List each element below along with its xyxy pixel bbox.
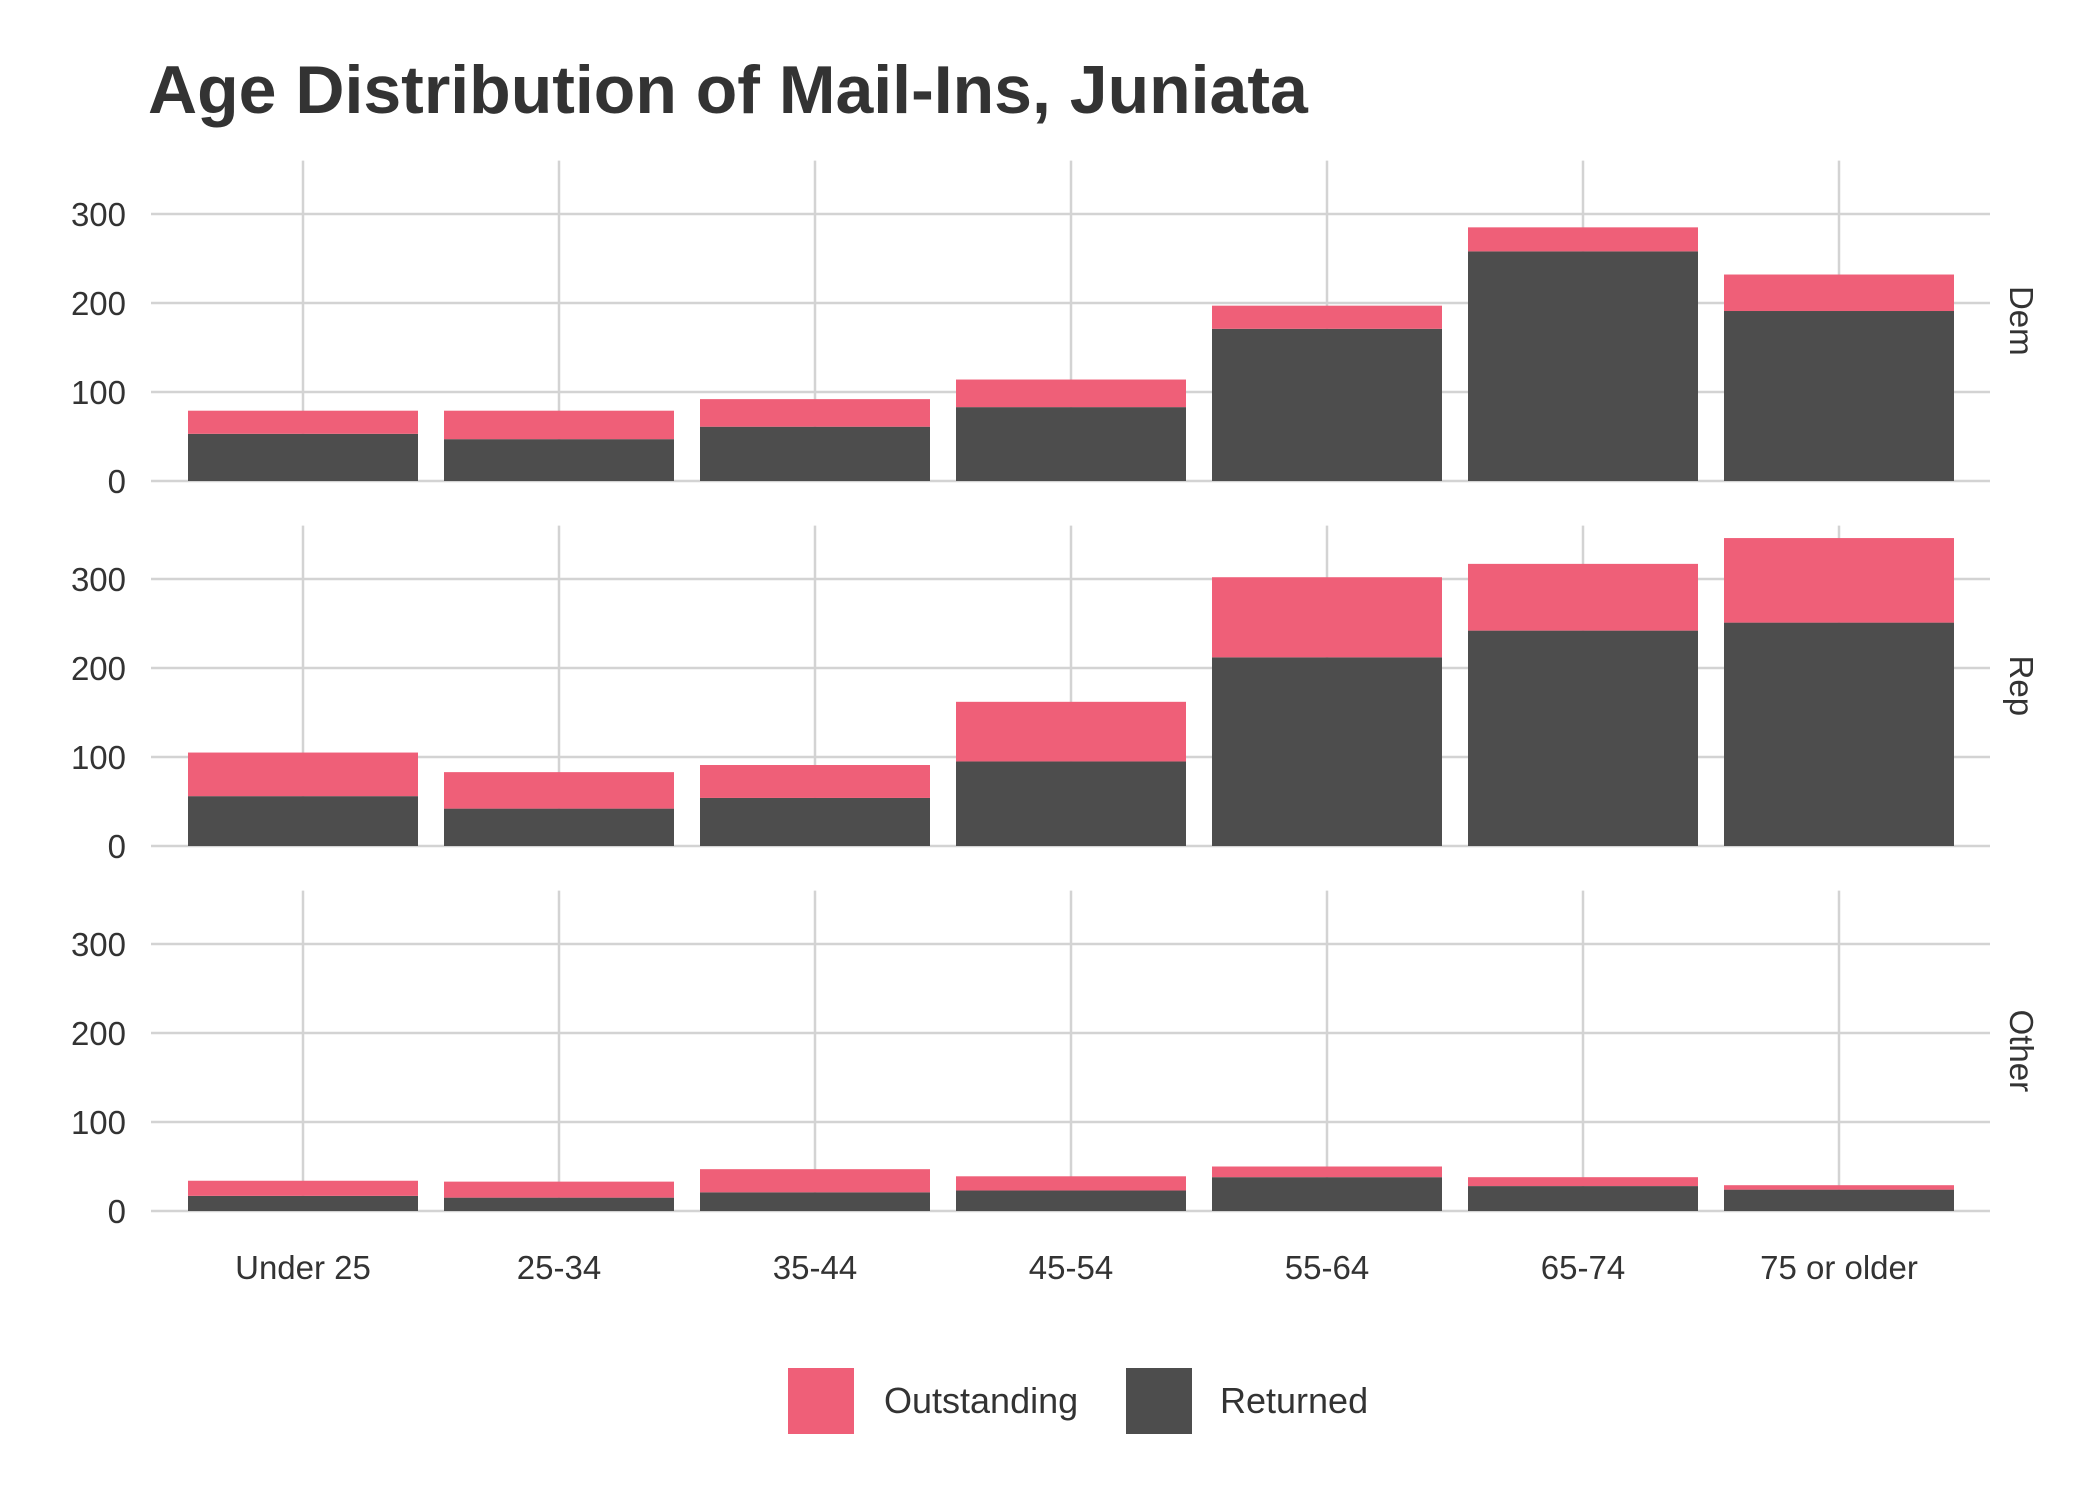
bar-other-25-34-outstanding <box>444 1181 674 1198</box>
bar-dem-35-44-returned <box>700 426 930 481</box>
y-tick-label: 300 <box>71 926 126 963</box>
bar-dem-45-54-outstanding <box>956 379 1186 408</box>
y-tick-label: 0 <box>108 1193 126 1230</box>
facet-strip-label: Dem <box>2003 286 2040 356</box>
legend-label-outstanding: Outstanding <box>884 1380 1078 1421</box>
panel-rep: 0 100 200 300 Rep <box>71 525 2040 865</box>
bar-dem-55-64-outstanding <box>1212 305 1442 329</box>
bar-dem-25-34-outstanding <box>444 410 674 440</box>
y-tick-label: 200 <box>71 650 126 687</box>
bar-rep-55-64-outstanding <box>1212 577 1442 658</box>
bar-dem-75-or-older-returned <box>1724 311 1954 481</box>
bar-other-35-44-outstanding <box>700 1169 930 1193</box>
bar-rep-under-25-returned <box>188 796 418 846</box>
bar-other-35-44-returned <box>700 1192 930 1211</box>
bar-dem-25-34-returned <box>444 439 674 481</box>
bar-dem-under-25-outstanding <box>188 410 418 434</box>
bar-rep-65-74-returned <box>1468 630 1698 846</box>
x-tick-label: 55-64 <box>1285 1249 1369 1286</box>
y-tick-label: 300 <box>71 561 126 598</box>
x-tick-label: 25-34 <box>517 1249 601 1286</box>
bar-other-under-25-outstanding <box>188 1180 418 1196</box>
bar-other-65-74-returned <box>1468 1186 1698 1211</box>
y-tick-label: 100 <box>71 374 126 411</box>
y-tick-label: 200 <box>71 1015 126 1052</box>
x-tick-label: 35-44 <box>773 1249 857 1286</box>
panel-dem: 0 100 200 300 Dem <box>71 160 2040 500</box>
bar-rep-35-44-returned <box>700 797 930 846</box>
bar-dem-45-54-returned <box>956 407 1186 481</box>
x-axis: Under 25 25-34 35-44 45-54 55-64 65-74 75 or o… <box>235 1249 1918 1286</box>
bar-other-25-34-returned <box>444 1197 674 1211</box>
x-tick-label: 45-54 <box>1029 1249 1113 1286</box>
y-tick-label: 0 <box>108 463 126 500</box>
bar-dem-75-or-older-outstanding <box>1724 274 1954 312</box>
bar-other-45-54-returned <box>956 1190 1186 1211</box>
bar-other-55-64-outstanding <box>1212 1166 1442 1178</box>
bar-rep-25-34-outstanding <box>444 772 674 809</box>
x-tick-label: 65-74 <box>1541 1249 1625 1286</box>
bar-rep-75-or-older-returned <box>1724 622 1954 846</box>
legend: Outstanding Returned <box>788 1368 1368 1434</box>
y-tick-label: 200 <box>71 285 126 322</box>
bar-other-under-25-returned <box>188 1195 418 1211</box>
bar-dem-55-64-returned <box>1212 328 1442 481</box>
bar-rep-75-or-older-outstanding <box>1724 538 1954 623</box>
y-tick-label: 100 <box>71 1104 126 1141</box>
legend-key-returned <box>1126 1368 1192 1434</box>
bar-rep-35-44-outstanding <box>700 765 930 798</box>
bar-rep-25-34-returned <box>444 808 674 846</box>
panel-other: 0 100 200 300 Other <box>71 890 2040 1230</box>
bar-rep-65-74-outstanding <box>1468 563 1698 631</box>
bar-other-65-74-outstanding <box>1468 1177 1698 1187</box>
bar-other-75-or-older-outstanding <box>1724 1185 1954 1190</box>
y-tick-label: 100 <box>71 739 126 776</box>
chart-title: Age Distribution of Mail-Ins, Juniata <box>148 52 1309 128</box>
bar-rep-45-54-returned <box>956 761 1186 846</box>
facet-strip-label: Other <box>2003 1010 2040 1093</box>
legend-label-returned: Returned <box>1220 1380 1368 1421</box>
bar-dem-under-25-returned <box>188 433 418 481</box>
bar-other-45-54-outstanding <box>956 1176 1186 1191</box>
bar-rep-55-64-returned <box>1212 657 1442 846</box>
bar-rep-under-25-outstanding <box>188 752 418 797</box>
x-tick-label: Under 25 <box>235 1249 371 1286</box>
facet-panels: 0 100 200 300 Dem 0 100 200 300 Rep 0 100 200 300 Othe… <box>71 160 2040 1230</box>
bar-rep-45-54-outstanding <box>956 701 1186 762</box>
legend-key-outstanding <box>788 1368 854 1434</box>
y-tick-label: 0 <box>108 828 126 865</box>
bar-dem-65-74-outstanding <box>1468 227 1698 252</box>
facet-strip-label: Rep <box>2003 656 2040 717</box>
bar-dem-65-74-returned <box>1468 251 1698 481</box>
x-tick-label: 75 or older <box>1760 1249 1918 1286</box>
bar-other-55-64-returned <box>1212 1177 1442 1211</box>
y-tick-label: 300 <box>71 196 126 233</box>
bar-other-75-or-older-returned <box>1724 1189 1954 1211</box>
bar-dem-35-44-outstanding <box>700 399 930 427</box>
